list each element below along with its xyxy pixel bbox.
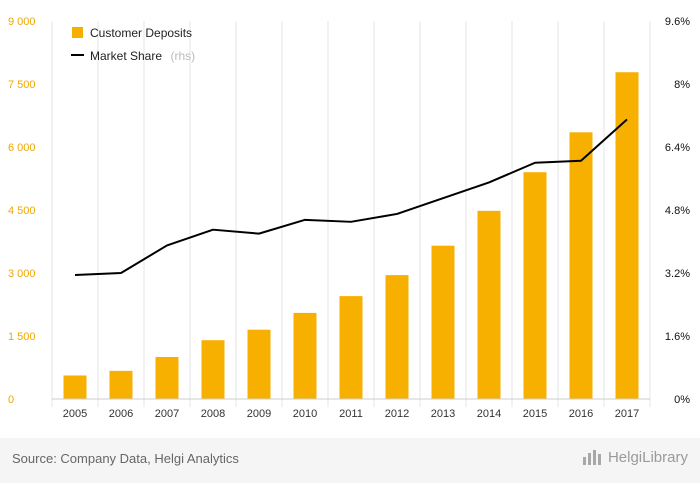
legend-label-market-share-name: Market Share [90, 49, 162, 63]
y-left-tick-label: 1 500 [8, 331, 36, 343]
y-left-tick-label: 6 000 [8, 142, 36, 154]
legend-label-market-share: Market Share (rhs) [90, 47, 195, 64]
y-left-tick-label: 0 [8, 394, 14, 406]
bar-customer-deposits [63, 375, 87, 399]
bar-customer-deposits [385, 275, 409, 399]
bar-customer-deposits [615, 72, 639, 400]
x-tick-label: 2012 [385, 408, 409, 420]
bar-customer-deposits [431, 245, 455, 399]
line-market-share [74, 118, 628, 276]
x-tick-label: 2015 [523, 408, 547, 420]
x-tick-label: 2011 [339, 408, 363, 420]
legend-label-market-share-suffix: (rhs) [170, 49, 195, 63]
chart: 0 1 500 3 000 4 500 6 000 7 500 9 000 0% 1.6% 3.2… [8, 16, 690, 420]
bar-customer-deposits [293, 312, 317, 399]
bar-customer-deposits [477, 210, 501, 399]
x-tick-label: 2016 [569, 408, 593, 420]
legend-label-deposits: Customer Deposits [90, 26, 192, 40]
x-tick-label: 2009 [247, 408, 271, 420]
y-right-tick-label: 9.6% [665, 16, 690, 28]
y-right-tick-label: 8% [674, 79, 690, 91]
grid-lines [51, 21, 651, 407]
y-right-tick-label: 4.8% [665, 205, 690, 217]
bar-series [63, 72, 639, 400]
y-right-tick-label: 6.4% [665, 142, 690, 154]
x-tick-label: 2005 [63, 408, 87, 420]
y-left-tick-label: 7 500 [8, 79, 36, 91]
y-left-tick-label: 3 000 [8, 268, 36, 280]
brand-logo: HelgiLibrary [582, 448, 688, 466]
y-left-tick-label: 4 500 [8, 205, 36, 217]
legend-swatch-deposits [72, 27, 83, 38]
x-tick-label: 2006 [109, 408, 133, 420]
brand-name: HelgiLibrary [607, 448, 688, 466]
bar-customer-deposits [155, 357, 179, 399]
footer: Source: Company Data, Helgi Analytics He… [0, 438, 700, 483]
y-left-tick-label: 9 000 [8, 16, 36, 28]
source-note: Source: Company Data, Helgi Analytics [12, 451, 239, 466]
y-right-tick-label: 3.2% [665, 268, 690, 280]
legend: Customer Deposits Market Share (rhs) [71, 26, 195, 64]
y-right-tick-label: 0% [674, 394, 690, 406]
bar-customer-deposits [247, 329, 271, 399]
x-tick-label: 2013 [431, 408, 455, 420]
bar-customer-deposits [569, 132, 593, 400]
x-tick-label: 2017 [615, 408, 639, 420]
x-tick-label: 2008 [201, 408, 225, 420]
line-series [74, 118, 628, 276]
bar-customer-deposits [523, 172, 547, 399]
x-tick-label: 2014 [477, 408, 501, 420]
library-bars-icon [582, 450, 601, 465]
bar-customer-deposits [339, 296, 363, 399]
y-right-tick-label: 1.6% [665, 331, 690, 343]
bar-customer-deposits [109, 370, 133, 399]
x-tick-label: 2010 [293, 408, 317, 420]
bar-customer-deposits [201, 340, 225, 399]
axes: 0 1 500 3 000 4 500 6 000 7 500 9 000 0% 1.6% 3.2… [8, 16, 690, 420]
x-tick-label: 2007 [155, 408, 179, 420]
